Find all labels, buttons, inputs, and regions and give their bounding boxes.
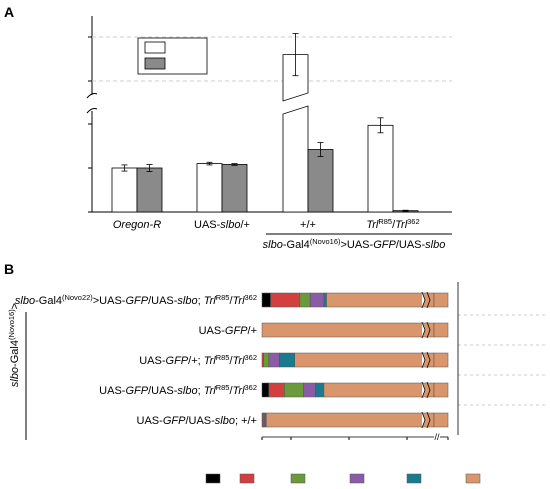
- stacked-segment: [323, 382, 435, 398]
- legend-swatch: [144, 57, 166, 70]
- chart-a: Oregon-R UAS-slbo/+ +/+ TrlR85/Trl362 slbo-G…: [86, 16, 452, 252]
- bar-slbo-lower: [282, 105, 309, 213]
- legend-swatch: [290, 473, 306, 484]
- stacked-segment-tail: [433, 292, 449, 308]
- bar-slbo-upper: [282, 54, 309, 102]
- bar-break-mark: [421, 411, 426, 429]
- bar-slbo: [196, 163, 223, 213]
- bar-break-mark: [426, 411, 431, 429]
- row-label: UAS-GFP/UAS-slbo; +/+: [137, 415, 257, 427]
- stacked-segment: [303, 382, 316, 398]
- x-tick-label: TrlR85/Trl362: [366, 217, 419, 232]
- bar-break-mark: [426, 351, 431, 369]
- bar-trl: [136, 167, 163, 213]
- stacked-segment: [263, 352, 270, 368]
- stacked-segment: [270, 292, 301, 308]
- legend-swatch: [465, 473, 481, 484]
- bar-slbo: [367, 124, 394, 213]
- x-tick-label: UAS-slbo/+: [194, 219, 250, 231]
- row-label: UAS-GFP/UAS-slbo; TrlR85/Trl362: [99, 383, 257, 398]
- stacked-segment-tail: [433, 322, 449, 338]
- bar-break-mark: [421, 381, 426, 399]
- rotated-group-label: slbo-Gal4(Novo16)>: [7, 303, 22, 387]
- x-tick-label: +/+: [300, 219, 316, 231]
- stacked-segment: [268, 352, 280, 368]
- legend-swatch: [144, 41, 166, 54]
- stacked-segment: [261, 292, 271, 308]
- legend-swatch: [205, 473, 221, 484]
- stacked-segment: [323, 292, 327, 308]
- row-label: UAS-GFP/+: [199, 325, 257, 337]
- bar-break-mark: [421, 291, 426, 309]
- panel-a-label: A: [4, 4, 14, 20]
- stacked-segment: [266, 412, 435, 428]
- stacked-segment: [261, 352, 264, 368]
- bar-break-mark: [426, 381, 431, 399]
- axis-break-mark: [86, 108, 98, 114]
- bar-slbo: [111, 167, 138, 213]
- row-label: slbo-Gal4(Novo22)>UAS-GFP/UAS-slbo; TrlR…: [15, 293, 257, 308]
- chart-b: slbo-Gal4(Novo22)>UAS-GFP/UAS-slbo; TrlR…: [7, 282, 548, 484]
- stacked-segment: [299, 292, 311, 308]
- stacked-segment: [261, 382, 270, 398]
- stacked-segment: [284, 382, 304, 398]
- stacked-segment-tail: [433, 352, 449, 368]
- bar-break-mark: [426, 291, 431, 309]
- stacked-segment: [326, 292, 435, 308]
- stacked-segment: [264, 412, 267, 428]
- stacked-segment: [309, 292, 325, 308]
- x-tick-label: Oregon-R: [113, 219, 161, 231]
- row-label: UAS-GFP/+; TrlR85/Trl362: [139, 353, 257, 368]
- bar-break-mark: [426, 321, 431, 339]
- stacked-segment: [294, 352, 435, 368]
- bar-trl: [307, 149, 334, 213]
- panel-b-label: B: [4, 261, 14, 277]
- stacked-segment: [268, 382, 285, 398]
- bar-break-mark: [421, 351, 426, 369]
- legend-swatch: [349, 473, 365, 484]
- stacked-segment: [315, 382, 325, 398]
- bar-break-mark: [421, 321, 426, 339]
- legend-swatch: [239, 473, 255, 484]
- bar-trl: [221, 164, 248, 213]
- stacked-segment-tail: [433, 382, 449, 398]
- stacked-segment: [261, 322, 435, 338]
- legend-swatch: [406, 473, 422, 484]
- axis-break-mark: [86, 93, 98, 99]
- group-label: slbo-Gal4(Novo16)>UAS-GFP/UAS-slbo: [263, 237, 446, 252]
- stacked-segment-tail: [433, 412, 449, 428]
- stacked-segment: [278, 352, 295, 368]
- x-axis-break: //: [434, 432, 440, 442]
